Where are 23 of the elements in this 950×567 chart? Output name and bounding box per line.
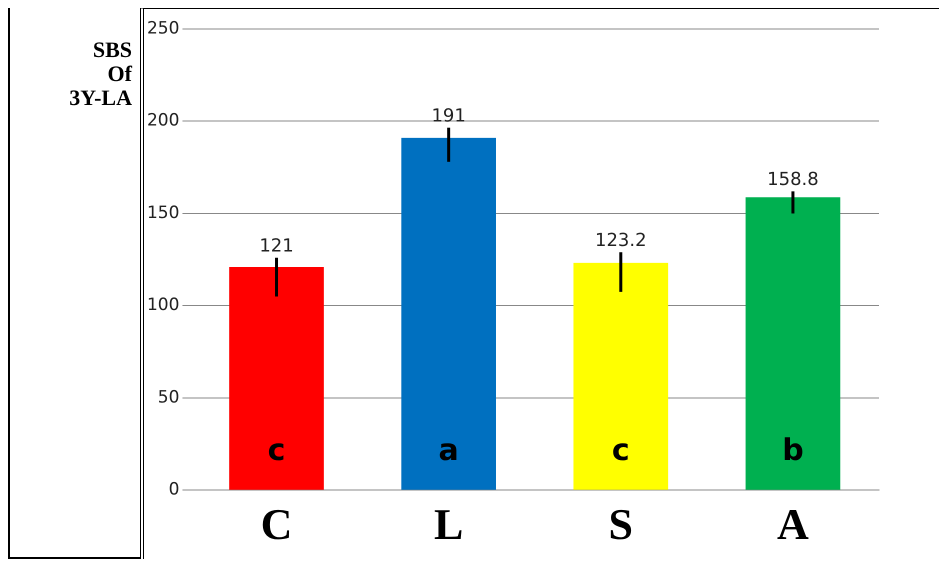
annotation: c xyxy=(612,432,630,468)
y-tick-label: 200 xyxy=(146,110,180,131)
annotation: b xyxy=(782,432,804,468)
annotation: a xyxy=(438,432,459,468)
y-tick-label: 100 xyxy=(146,295,180,316)
y-axis-title: SBS Of 3Y-LA xyxy=(69,37,132,111)
y-tick-label: 50 xyxy=(158,387,180,408)
data-label: 123.2 xyxy=(595,230,647,251)
x-tick-label: L xyxy=(434,500,464,549)
bar xyxy=(573,262,668,490)
data-label: 121 xyxy=(259,235,294,256)
x-tick-label: S xyxy=(608,500,634,549)
y-tick-label: 250 xyxy=(146,18,180,38)
annotation: c xyxy=(268,432,286,468)
x-tick-label: A xyxy=(777,500,810,549)
data-label: 158.8 xyxy=(767,169,819,190)
bar xyxy=(746,197,840,490)
y-tick-label: 150 xyxy=(146,202,180,223)
bar xyxy=(229,266,324,490)
bar xyxy=(401,138,496,490)
data-label: 191 xyxy=(431,105,466,126)
x-tick-label: C xyxy=(260,500,292,549)
y-tick-label: 0 xyxy=(168,480,180,500)
